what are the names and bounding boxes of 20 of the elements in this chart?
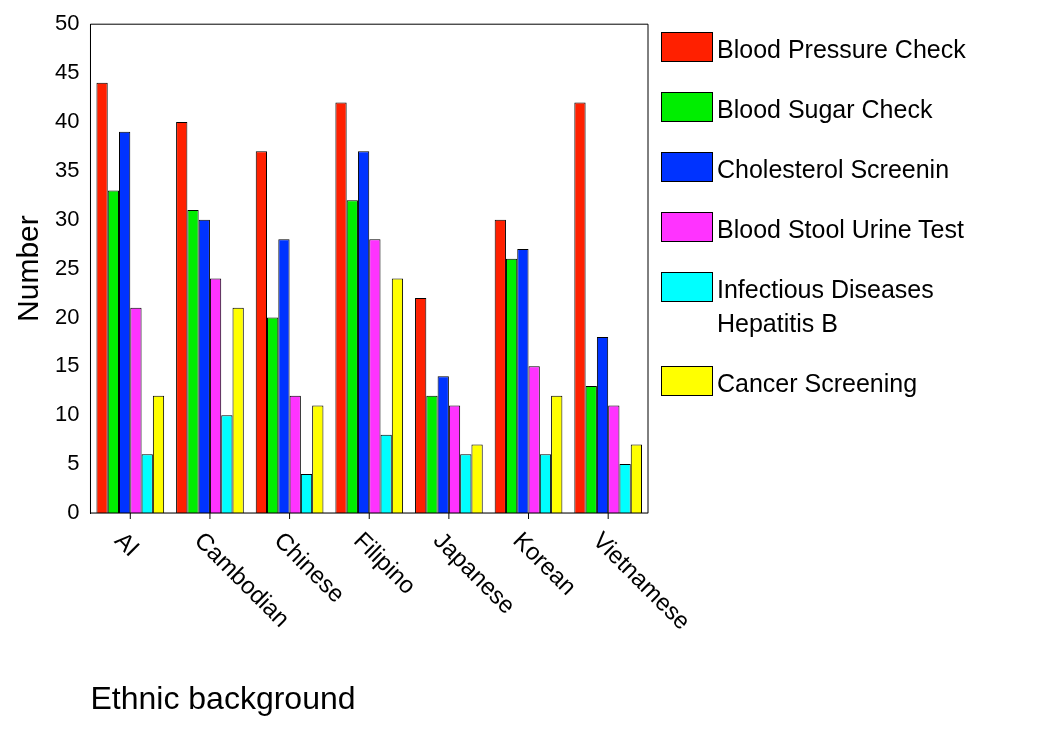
y-tick-label: 40 <box>54 108 80 134</box>
y-tick-label: 30 <box>54 205 80 231</box>
x-axis-title: Ethnic background <box>90 679 356 716</box>
legend-label: Infectious Diseases Hepatitis B <box>717 274 935 339</box>
y-tick-label: 35 <box>54 156 80 182</box>
y-tick-label: 0 <box>67 499 80 525</box>
y-axis-title: Number <box>11 215 45 322</box>
legend-label: Cancer Screening <box>717 368 919 399</box>
y-tick-label: 10 <box>54 401 80 427</box>
y-tick-label: 50 <box>54 10 80 36</box>
legend-label: Blood Sugar Check <box>717 94 934 125</box>
y-tick-label: 15 <box>54 352 80 378</box>
y-tick-label: 25 <box>54 254 80 280</box>
legend-label: Blood Stool Urine Test <box>717 214 965 245</box>
y-tick-label: 5 <box>67 450 80 476</box>
legend-label: Blood Pressure Check <box>717 34 967 65</box>
y-tick-label: 45 <box>54 59 80 85</box>
legend-label: Cholesterol Screenin <box>717 154 951 185</box>
y-tick-label: 20 <box>54 303 80 329</box>
x-tick-label: AI <box>110 526 146 562</box>
